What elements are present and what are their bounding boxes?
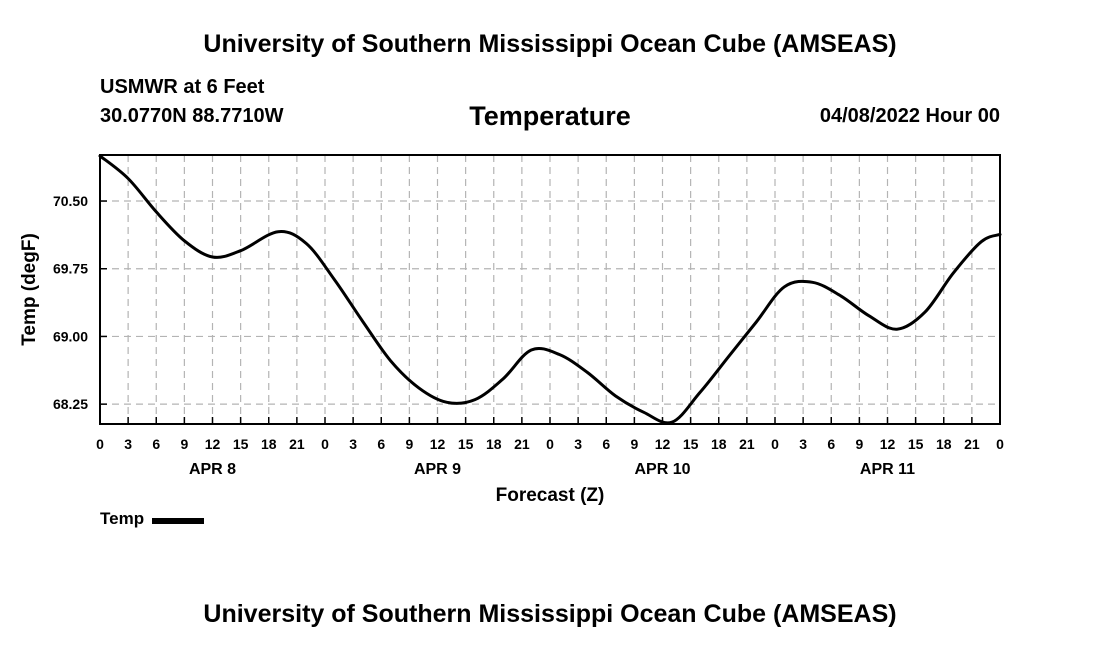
x-tick-label: 12 xyxy=(655,436,671,452)
x-tick-label: 0 xyxy=(771,436,779,452)
x-tick-label: 3 xyxy=(574,436,582,452)
x-tick-label: 6 xyxy=(377,436,385,452)
x-tick-label: 12 xyxy=(430,436,446,452)
x-tick-label: 9 xyxy=(855,436,863,452)
x-tick-label: 21 xyxy=(964,436,980,452)
x-axis-label: Forecast (Z) xyxy=(496,485,605,506)
x-tick-label: 0 xyxy=(321,436,329,452)
chart-main-title: University of Southern Mississippi Ocean… xyxy=(203,30,897,58)
day-label: APR 10 xyxy=(634,461,690,478)
day-label: APR 9 xyxy=(414,461,461,478)
forecast-datetime: 04/08/2022 Hour 00 xyxy=(819,105,1000,127)
x-tick-label: 18 xyxy=(936,436,952,452)
x-tick-label: 18 xyxy=(711,436,727,452)
footer-title: University of Southern Mississippi Ocean… xyxy=(203,600,897,628)
x-tick-label: 9 xyxy=(405,436,413,452)
x-tick-label: 21 xyxy=(739,436,755,452)
x-tick-label: 15 xyxy=(908,436,924,452)
x-tick-label: 21 xyxy=(514,436,530,452)
x-tick-label: 15 xyxy=(458,436,474,452)
x-tick-label: 0 xyxy=(996,436,1004,452)
temp-series-line xyxy=(98,154,1002,425)
y-tick-label: 70.50 xyxy=(53,193,88,209)
coordinates-label: 30.0770N 88.7710W xyxy=(100,105,284,127)
x-tick-label: 15 xyxy=(233,436,249,452)
x-tick-label: 12 xyxy=(205,436,221,452)
day-label: APR 11 xyxy=(860,461,915,478)
x-tick-label: 0 xyxy=(546,436,554,452)
legend-line-swatch xyxy=(152,517,205,524)
y-tick-label: 69.75 xyxy=(53,261,88,277)
x-tick-label: 12 xyxy=(880,436,896,452)
x-tick-label: 6 xyxy=(827,436,835,452)
x-tick-label: 21 xyxy=(289,436,305,452)
x-tick-label: 9 xyxy=(180,436,188,452)
day-label: APR 8 xyxy=(189,461,236,478)
x-tick-label: 3 xyxy=(349,436,357,452)
legend-label: Temp xyxy=(100,509,145,528)
x-tick-label: 9 xyxy=(630,436,638,452)
x-tick-label: 18 xyxy=(261,436,277,452)
x-tick-label: 3 xyxy=(799,436,807,452)
station-label: USMWR at 6 Feet xyxy=(100,76,265,98)
x-tick-label: 18 xyxy=(486,436,502,452)
y-tick-label: 69.00 xyxy=(53,328,88,344)
x-tick-label: 15 xyxy=(683,436,699,452)
legend: Temp xyxy=(100,509,205,529)
x-tick-label: 3 xyxy=(124,436,132,452)
y-tick-label: 68.25 xyxy=(53,396,88,412)
y-axis-label: Temp (degF) xyxy=(19,233,40,346)
x-tick-label: 0 xyxy=(96,436,104,452)
x-tick-label: 6 xyxy=(602,436,610,452)
chart-title: Temperature xyxy=(469,101,631,131)
x-tick-label: 6 xyxy=(152,436,160,452)
